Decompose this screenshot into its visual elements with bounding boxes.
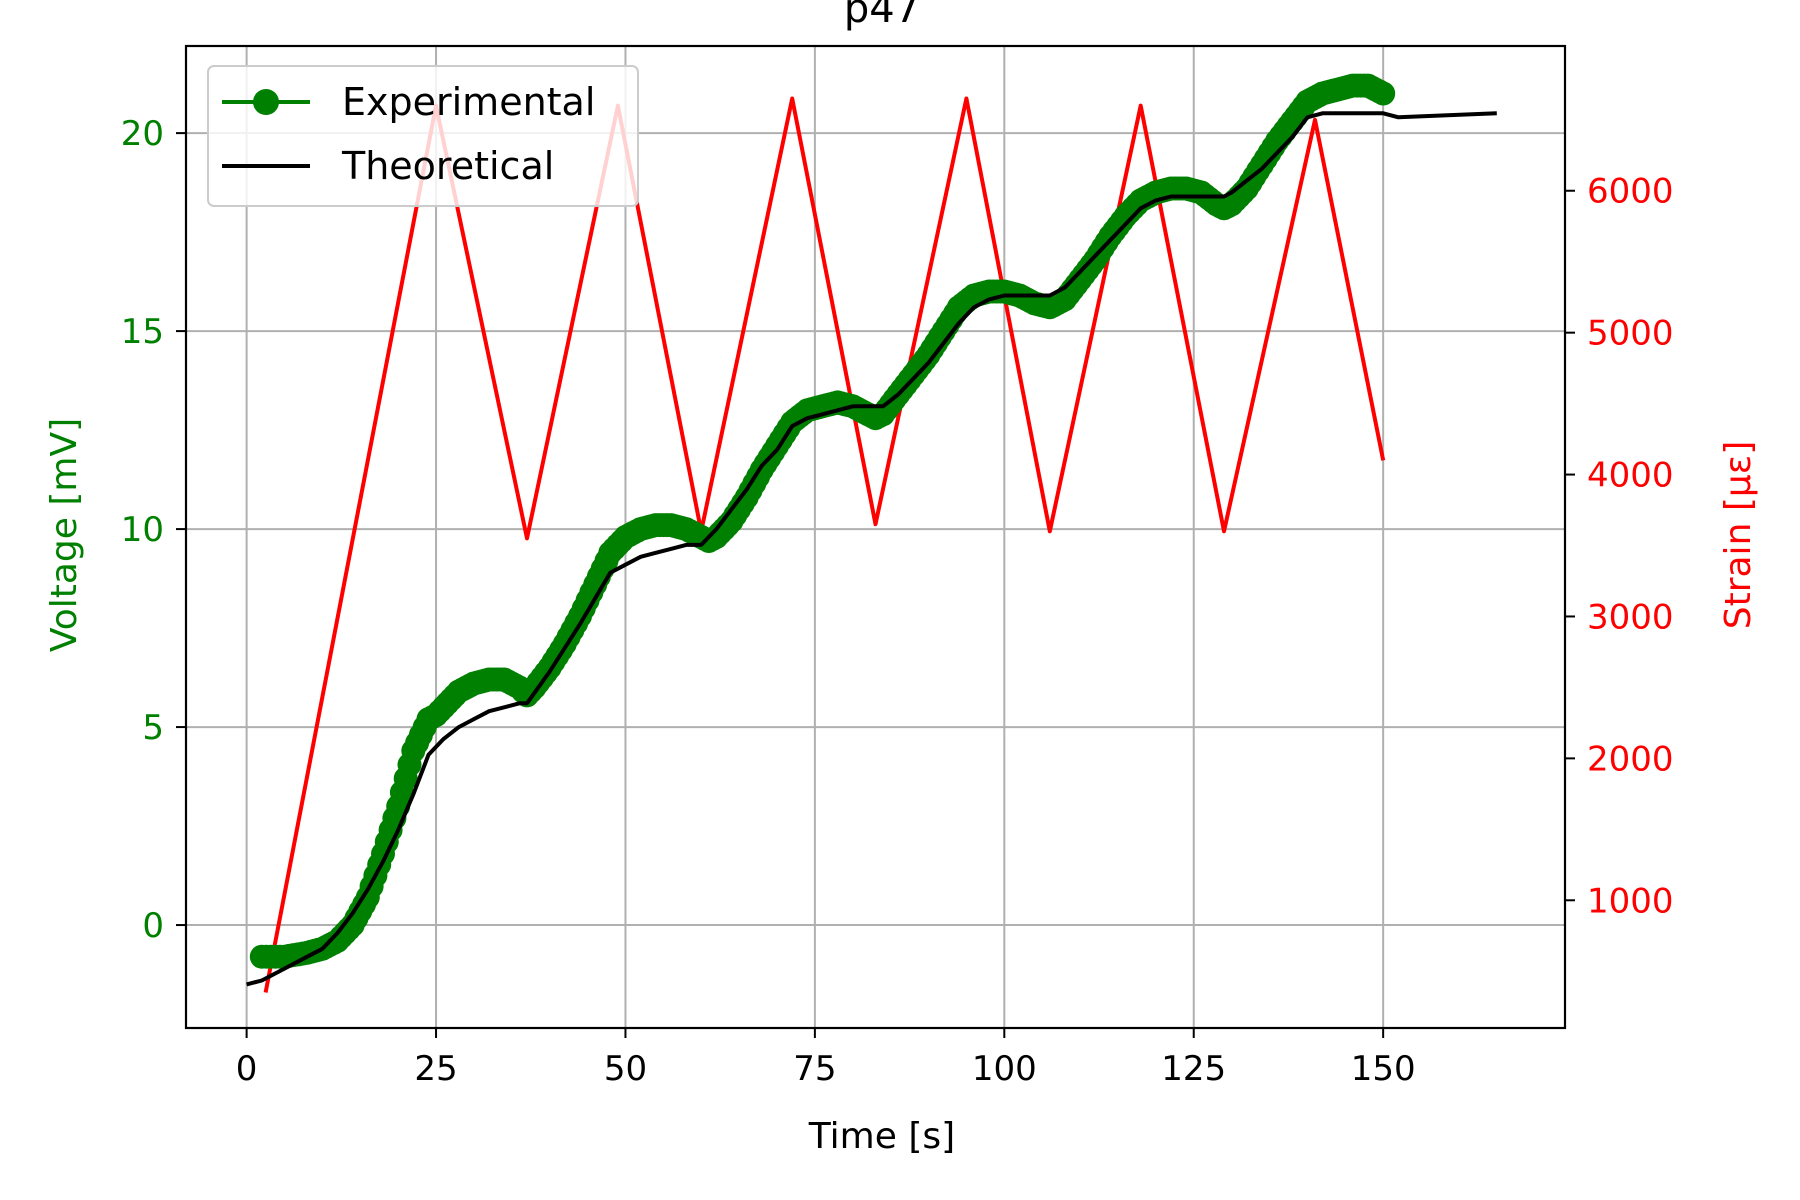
chart-title: p47: [844, 0, 920, 32]
y-right-tick-label: 4000: [1587, 456, 1674, 496]
y-right-tick-label: 6000: [1587, 172, 1674, 212]
y-left-tick-label: 10: [121, 510, 164, 550]
x-tick-label: 0: [236, 1049, 258, 1089]
x-tick-label: 75: [793, 1049, 836, 1089]
y-left-tick-label: 20: [121, 114, 164, 154]
ticks: 0 25 50 75 100 125 150 0 5 10 15 20 1000 2000 3000 4000…: [121, 114, 1674, 1089]
experimental-series: [249, 73, 1396, 969]
y-left-tick-label: 15: [121, 312, 164, 352]
x-tick-label: 150: [1351, 1049, 1416, 1089]
experimental-marker: [1371, 81, 1396, 106]
x-axis-label: Time [s]: [808, 1116, 955, 1157]
legend-experimental-label: Experimental: [342, 80, 595, 124]
x-tick-label: 50: [604, 1049, 647, 1089]
y-right-tick-label: 2000: [1587, 739, 1674, 779]
y-left-tick-label: 0: [142, 906, 164, 946]
theoretical-series: [246, 111, 1497, 987]
y-right-tick-label: 1000: [1587, 881, 1674, 921]
legend-box: [207, 65, 639, 207]
legend-experimental-marker: [253, 89, 279, 115]
legend-theoretical-label: Theoretical: [341, 144, 554, 188]
x-tick-label: 25: [414, 1049, 457, 1089]
plot-frame: [184, 44, 1567, 1030]
y-axis-left-label: Voltage [mV]: [44, 418, 85, 652]
theoretical-line: [246, 111, 1497, 987]
legend: Experimental Theoretical: [207, 65, 639, 207]
strain-series: [263, 96, 1386, 993]
y-right-tick-label: 5000: [1587, 314, 1674, 354]
y-axis-right-label: Strain [με]: [1718, 441, 1759, 630]
y-left-tick-label: 5: [142, 708, 164, 748]
y-right-tick-label: 3000: [1587, 597, 1674, 637]
x-tick-label: 100: [972, 1049, 1037, 1089]
x-tick-label: 125: [1161, 1049, 1226, 1089]
strain-line: [263, 96, 1386, 993]
